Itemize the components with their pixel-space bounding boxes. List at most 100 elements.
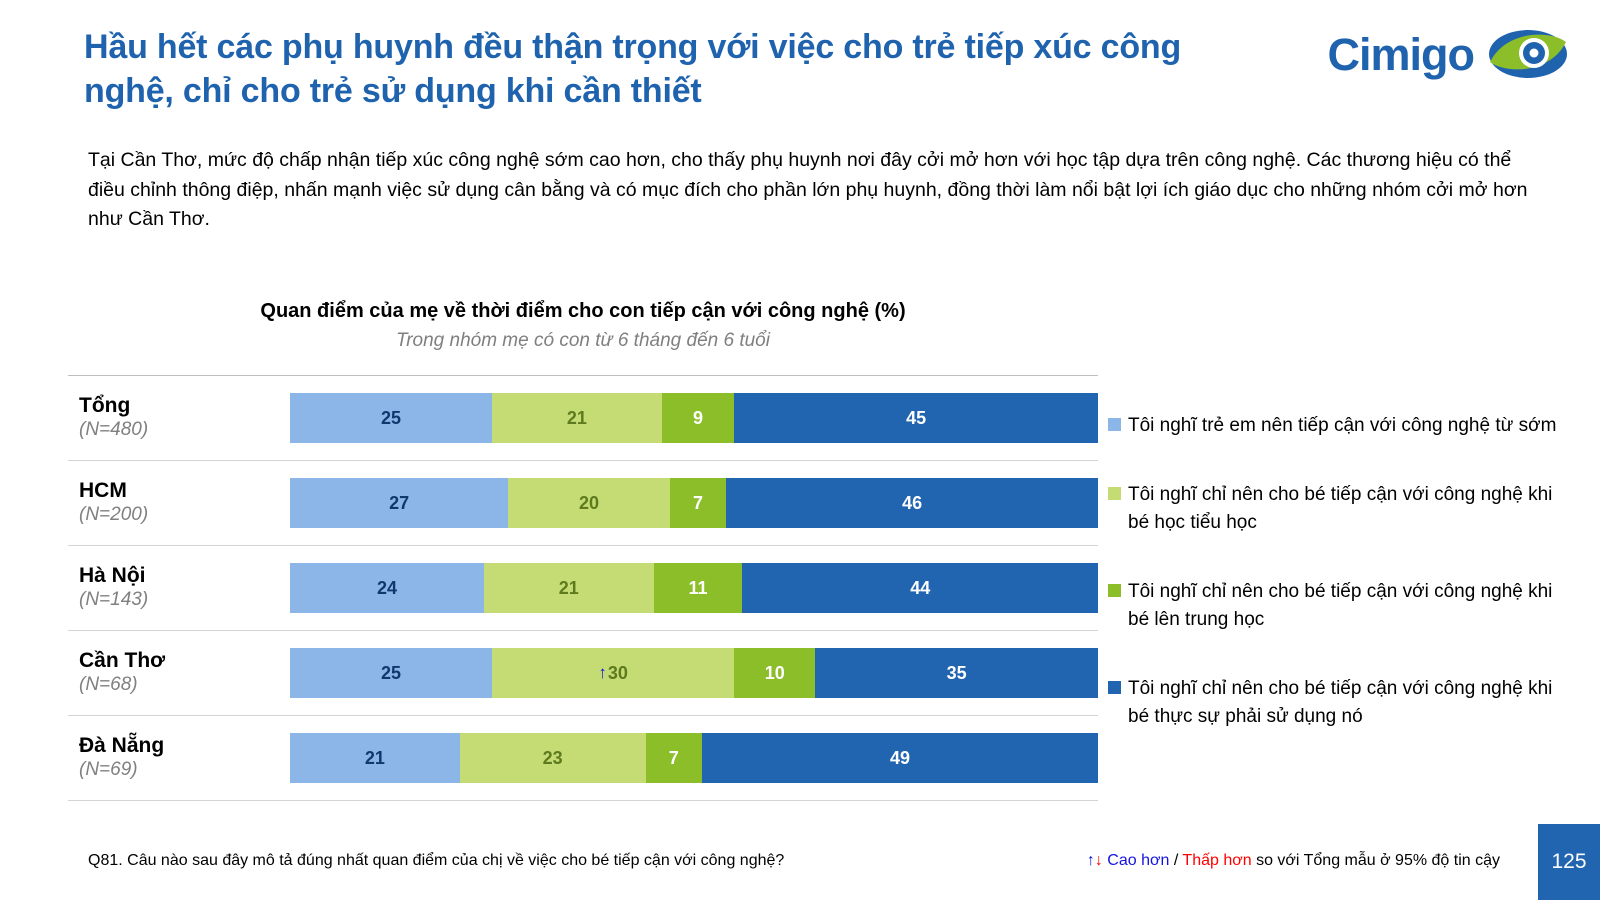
stacked-bar: 27 20 7 46 [290,478,1098,528]
row-category-name: HCM [79,479,127,503]
bar-segment: 45 [734,393,1098,443]
cimigo-logo: Cimigo [1328,26,1569,82]
bar-segment-value: 35 [946,662,967,683]
significance-lower-label: Thấp hơn [1182,852,1252,869]
bar-segment: 46 [726,478,1098,528]
bar-segment-value: 30 [607,662,628,683]
row-category-name: Tổng [79,394,131,418]
bar-segment: 24 [290,563,484,613]
bar-segment: 35 [815,648,1098,698]
legend-swatch [1108,418,1121,431]
bar-segment: 21 [290,733,460,783]
row-base-size: (N=69) [79,758,138,780]
bar-segment: 9 [661,393,735,443]
footer-question: Q81. Câu nào sau đây mô tả đúng nhất qua… [88,852,785,869]
row-base-size: (N=200) [79,503,149,525]
bar-segment-value: 21 [558,577,579,598]
chart-row: Hà Nội (N=143) 24 21 11 44 [68,546,1098,630]
bar-segment: 7 [669,478,727,528]
stacked-bar: 25 ↑ 30 10 35 [290,648,1098,698]
bar-segment: 25 [290,393,492,443]
row-category-name: Đà Nẵng [79,734,165,758]
chart-divider [68,545,1098,546]
bar-segment-value: 11 [688,577,708,598]
significance-higher-label: Cao hơn [1107,852,1170,869]
chart-divider [68,630,1098,631]
chart-divider [68,800,1098,801]
bar-segment: 21 [492,393,662,443]
chart-divider [68,375,1098,376]
bar-segment: 21 [483,563,654,613]
bar-segment: 27 [290,478,509,528]
bar-segment-value: 20 [578,492,599,513]
bar-segment: 11 [653,563,743,613]
footer-significance-note: ↑↓ Cao hơn / Thấp hơn so với Tổng mẫu ở … [1087,852,1500,870]
stacked-bar: 21 23 7 49 [290,733,1098,783]
legend-item: Tôi nghĩ chỉ nên cho bé tiếp cận với côn… [1108,578,1568,635]
chart-row: Cần Thơ (N=68) 25 ↑ 30 10 35 [68,631,1098,715]
chart-divider [68,460,1098,461]
arrow-down-icon: ↓ [1094,852,1103,869]
bar-segment-value: 24 [376,577,397,598]
bar-segment: 10 [734,648,816,698]
logo-wordmark: Cimigo [1327,28,1475,80]
chart-divider [68,715,1098,716]
legend-label: Tôi nghĩ chỉ nên cho bé tiếp cận với côn… [1128,677,1553,728]
bar-segment-value: 9 [693,407,704,428]
row-label: Cần Thơ (N=68) [68,649,290,697]
bar-segment-value: 27 [389,492,410,513]
bar-segment-value: 7 [668,747,679,768]
bar-segment-value: 46 [902,492,923,513]
chart-legend: Tôi nghĩ trẻ em nên tiếp cận với công ng… [1108,412,1568,772]
bar-segment-value: 25 [380,407,402,428]
bar-segment: 20 [508,478,670,528]
legend-swatch [1108,680,1121,694]
bar-segment: ↑ 30 [492,648,735,698]
bar-segment-value: 21 [566,407,587,428]
significance-tail-label: so với Tổng mẫu ở 95% độ tin cậy [1251,852,1500,869]
legend-item: Tôi nghĩ chỉ nên cho bé tiếp cận với côn… [1108,675,1568,732]
stacked-bar-chart: Tổng (N=480) 25 21 9 45 HCM (N=200) 27 20 7 46 Hà Nộ… [68,375,1098,801]
chart-row: Tổng (N=480) 25 21 9 45 [68,376,1098,460]
row-label: HCM (N=200) [68,479,290,527]
row-base-size: (N=68) [79,673,138,695]
cimigo-eye-icon [1488,26,1568,82]
legend-label: Tôi nghĩ chỉ nên cho bé tiếp cận với côn… [1128,580,1553,631]
row-base-size: (N=143) [79,588,149,610]
chart-row: HCM (N=200) 27 20 7 46 [68,461,1098,545]
bar-segment: 7 [645,733,703,783]
arrow-up-icon: ↑ [1086,852,1095,869]
bar-segment: 23 [459,733,646,783]
legend-label: Tôi nghĩ chỉ nên cho bé tiếp cận với côn… [1128,483,1553,534]
row-base-size: (N=480) [79,418,149,440]
bar-segment-value: 21 [364,747,385,768]
chart-subtitle: Trong nhóm mẹ có con từ 6 tháng đến 6 tu… [396,330,770,351]
bar-segment-value: 23 [542,747,563,768]
bar-segment-value: 7 [693,492,704,513]
row-category-name: Cần Thơ [79,649,166,673]
bar-segment: 49 [702,733,1098,783]
row-label: Đà Nẵng (N=69) [68,734,290,782]
intro-paragraph: Tại Cần Thơ, mức độ chấp nhận tiếp xúc c… [88,149,1528,231]
stacked-bar: 25 21 9 45 [290,393,1098,443]
legend-label: Tôi nghĩ trẻ em nên tiếp cận với công ng… [1128,415,1557,436]
legend-swatch [1108,486,1121,500]
bar-segment-value: 44 [910,577,931,598]
page-number-badge: 125 [1538,824,1600,900]
bar-segment-value: 45 [906,407,927,428]
bar-segment: 44 [742,563,1098,613]
significance-arrow-up-icon: ↑ [598,662,607,682]
page-title: Hầu hết các phụ huynh đều thận trọng với… [84,28,1182,110]
chart-title: Quan điểm của mẹ về thời điểm cho con ti… [260,300,906,322]
bar-segment-value: 10 [764,662,785,683]
row-label: Tổng (N=480) [68,394,290,442]
row-category-name: Hà Nội [79,564,146,588]
stacked-bar: 24 21 11 44 [290,563,1098,613]
row-label: Hà Nội (N=143) [68,564,290,612]
chart-row: Đà Nẵng (N=69) 21 23 7 49 [68,716,1098,800]
significance-separator: / [1169,852,1183,869]
legend-item: Tôi nghĩ chỉ nên cho bé tiếp cận với côn… [1108,481,1568,538]
bar-segment: 25 [290,648,492,698]
bar-segment-value: 49 [889,747,911,768]
bar-segment-value: 25 [380,662,402,683]
